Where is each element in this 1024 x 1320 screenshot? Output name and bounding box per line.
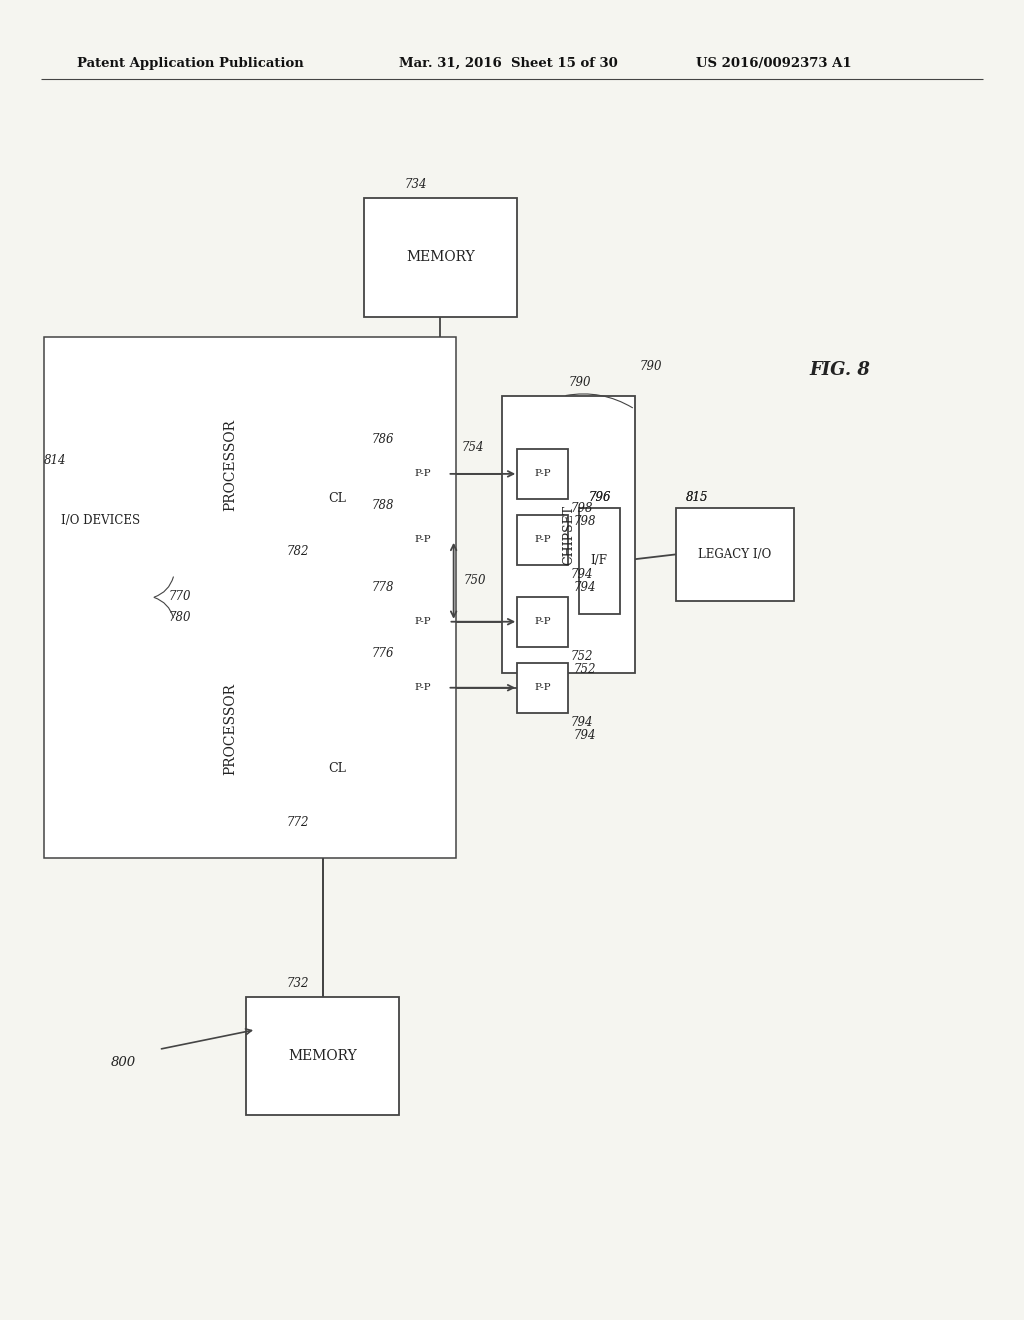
Text: CL: CL [328,492,346,504]
Bar [517,663,568,713]
Text: 794: 794 [573,581,596,594]
Bar [502,396,635,673]
Text: I/F: I/F [591,554,607,568]
Text: P-P: P-P [415,536,431,544]
Bar [517,597,568,647]
Text: 814: 814 [44,454,67,467]
Text: I/O DEVICES: I/O DEVICES [60,515,140,527]
Text: 790: 790 [568,376,591,389]
Text: P-P: P-P [535,536,551,544]
Text: PROCESSOR: PROCESSOR [223,684,238,775]
Bar [49,471,152,570]
Text: 772: 772 [287,816,309,829]
Text: 786: 786 [372,433,394,446]
Text: 778: 778 [372,581,394,594]
Bar [302,733,372,805]
Text: 770: 770 [169,590,191,603]
Bar [164,607,451,851]
Text: US 2016/0092373 A1: US 2016/0092373 A1 [696,57,852,70]
Text: 798: 798 [570,502,593,515]
Bar [579,508,620,614]
Text: 750: 750 [464,574,486,587]
Text: 794: 794 [570,568,593,581]
Text: Mar. 31, 2016  Sheet 15 of 30: Mar. 31, 2016 Sheet 15 of 30 [399,57,618,70]
Text: Patent Application Publication: Patent Application Publication [77,57,303,70]
Text: P-P: P-P [415,470,431,478]
Text: 798: 798 [573,515,596,528]
Text: P-P: P-P [535,618,551,626]
Text: 815: 815 [686,491,709,504]
Text: 794: 794 [573,729,596,742]
Text: 754: 754 [462,441,483,454]
Bar [517,515,568,565]
Text: 732: 732 [287,977,309,990]
Text: CL: CL [328,763,346,775]
Text: 788: 788 [372,499,394,512]
Bar [302,462,372,535]
Text: 796: 796 [589,491,611,504]
Text: CHIPSET: CHIPSET [562,504,574,565]
Text: 776: 776 [372,647,394,660]
Text: P-P: P-P [535,684,551,692]
Text: P-P: P-P [415,618,431,626]
Bar [164,343,451,587]
Text: FIG. 8: FIG. 8 [809,360,870,379]
Text: 794: 794 [570,715,593,729]
Bar [517,449,568,499]
Text: 752: 752 [570,649,593,663]
Text: 790: 790 [640,360,663,374]
Bar [364,198,517,317]
Bar [44,337,456,858]
Text: 800: 800 [111,1056,136,1069]
Text: LEGACY I/O: LEGACY I/O [698,548,771,561]
Text: PROCESSOR: PROCESSOR [223,420,238,511]
Text: 815: 815 [686,491,709,504]
Bar [246,997,399,1115]
Text: 796: 796 [589,491,611,504]
Text: 734: 734 [404,178,427,191]
Text: 782: 782 [287,545,309,558]
Bar [397,663,449,713]
Text: MEMORY: MEMORY [288,1049,357,1063]
Text: 780: 780 [169,611,191,624]
Text: 752: 752 [573,663,596,676]
Bar [397,449,449,499]
Text: P-P: P-P [415,684,431,692]
Text: P-P: P-P [535,470,551,478]
Bar [676,508,794,601]
Bar [397,515,449,565]
Bar [397,597,449,647]
Text: MEMORY: MEMORY [406,251,475,264]
